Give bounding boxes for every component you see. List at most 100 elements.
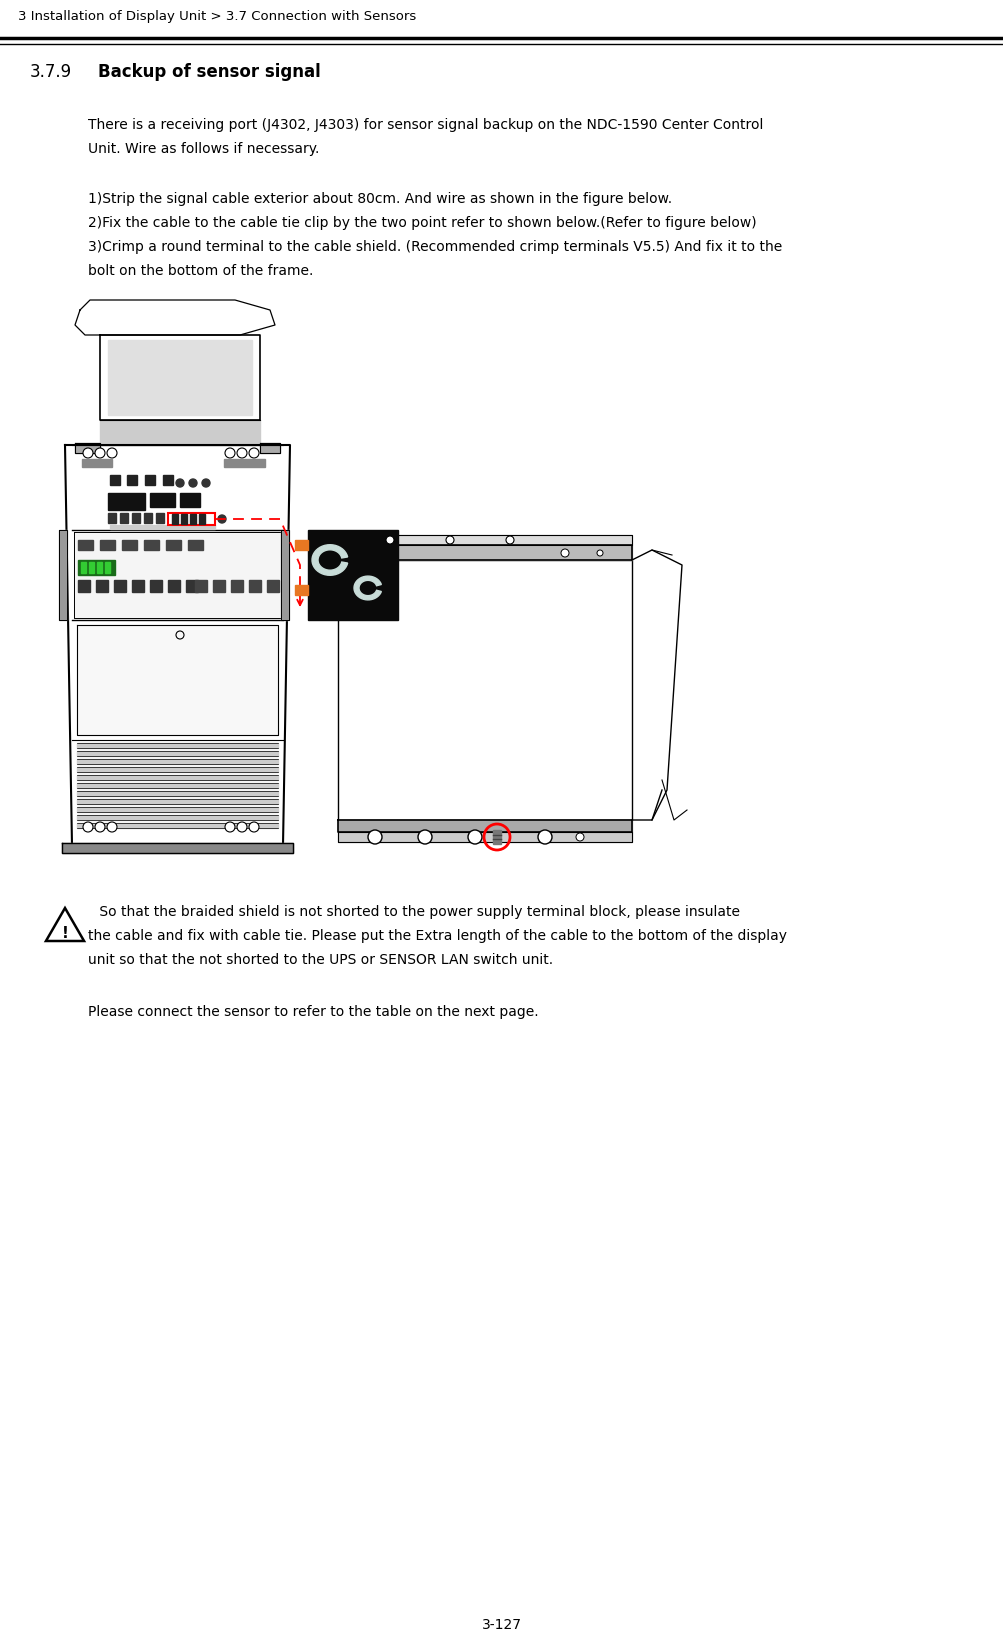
Polygon shape: [295, 541, 308, 550]
Polygon shape: [62, 844, 293, 853]
Circle shape: [95, 449, 105, 459]
Polygon shape: [108, 513, 116, 523]
Polygon shape: [77, 783, 278, 788]
Polygon shape: [162, 475, 173, 485]
Polygon shape: [338, 560, 631, 821]
Polygon shape: [77, 816, 278, 821]
Polygon shape: [143, 513, 151, 523]
Polygon shape: [110, 475, 120, 485]
Text: 3.7.9: 3.7.9: [30, 62, 72, 80]
Polygon shape: [231, 580, 243, 591]
Circle shape: [83, 449, 93, 459]
Circle shape: [576, 834, 584, 840]
Polygon shape: [65, 446, 290, 845]
Polygon shape: [75, 300, 275, 336]
Polygon shape: [81, 562, 86, 573]
Polygon shape: [108, 341, 252, 414]
Text: 2)Fix the cable to the cable tie clip by the two point refer to shown below.(Ref: 2)Fix the cable to the cable tie clip by…: [88, 216, 756, 229]
Circle shape: [368, 830, 381, 844]
Polygon shape: [249, 580, 261, 591]
Polygon shape: [144, 475, 154, 485]
Text: Backup of sensor signal: Backup of sensor signal: [98, 62, 320, 80]
Text: unit so that the not shorted to the UPS or SENSOR LAN switch unit.: unit so that the not shorted to the UPS …: [88, 953, 553, 966]
Circle shape: [249, 449, 259, 459]
Polygon shape: [338, 536, 631, 545]
Circle shape: [597, 550, 603, 555]
Circle shape: [95, 822, 105, 832]
Polygon shape: [143, 541, 158, 550]
Polygon shape: [312, 545, 347, 575]
Polygon shape: [338, 821, 631, 832]
Polygon shape: [110, 526, 215, 529]
Polygon shape: [77, 750, 278, 757]
Polygon shape: [149, 493, 175, 508]
Polygon shape: [131, 513, 139, 523]
Text: 1)Strip the signal cable exterior about 80cm. And wire as shown in the figure be: 1)Strip the signal cable exterior about …: [88, 192, 671, 206]
Bar: [168, 513, 215, 526]
Circle shape: [237, 449, 247, 459]
Polygon shape: [126, 475, 136, 485]
Circle shape: [467, 830, 481, 844]
Polygon shape: [190, 514, 196, 524]
Polygon shape: [281, 531, 289, 621]
Circle shape: [445, 536, 453, 544]
Polygon shape: [195, 580, 207, 591]
Text: 3 Installation of Display Unit > 3.7 Connection with Sensors: 3 Installation of Display Unit > 3.7 Con…: [18, 10, 416, 23]
Polygon shape: [199, 514, 205, 524]
Circle shape: [561, 549, 569, 557]
Circle shape: [385, 536, 393, 544]
Text: There is a receiving port (J4302, J4303) for sensor signal backup on the NDC-159: There is a receiving port (J4302, J4303)…: [88, 118, 762, 133]
Polygon shape: [180, 493, 200, 508]
Text: So that the braided shield is not shorted to the power supply terminal block, pl: So that the braided shield is not shorte…: [95, 906, 739, 919]
Polygon shape: [77, 775, 278, 780]
Circle shape: [218, 514, 226, 523]
Circle shape: [107, 449, 117, 459]
Circle shape: [417, 830, 431, 844]
Polygon shape: [77, 758, 278, 763]
Circle shape: [83, 822, 93, 832]
Text: bolt on the bottom of the frame.: bolt on the bottom of the frame.: [88, 264, 313, 278]
Circle shape: [107, 822, 117, 832]
Circle shape: [237, 822, 247, 832]
Polygon shape: [181, 514, 187, 524]
Polygon shape: [78, 580, 90, 591]
Polygon shape: [172, 514, 178, 524]
Polygon shape: [122, 541, 136, 550]
Polygon shape: [338, 545, 631, 560]
Circle shape: [225, 449, 235, 459]
Polygon shape: [105, 562, 110, 573]
Polygon shape: [308, 531, 397, 621]
Polygon shape: [295, 585, 308, 595]
Polygon shape: [89, 562, 94, 573]
Polygon shape: [114, 580, 125, 591]
Polygon shape: [77, 744, 278, 749]
Text: the cable and fix with cable tie. Please put the Extra length of the cable to th: the cable and fix with cable tie. Please…: [88, 929, 786, 943]
Text: Please connect the sensor to refer to the table on the next page.: Please connect the sensor to refer to th…: [88, 1006, 538, 1019]
Polygon shape: [224, 459, 265, 467]
Polygon shape: [186, 580, 198, 591]
Polygon shape: [213, 580, 225, 591]
Circle shape: [189, 478, 197, 486]
Polygon shape: [77, 808, 278, 812]
Polygon shape: [78, 560, 115, 575]
Polygon shape: [168, 580, 180, 591]
Polygon shape: [354, 577, 381, 600]
Polygon shape: [77, 799, 278, 804]
Polygon shape: [77, 767, 278, 771]
Polygon shape: [108, 493, 144, 509]
Text: !: !: [61, 927, 68, 942]
Polygon shape: [492, 830, 500, 844]
Text: Unit. Wire as follows if necessary.: Unit. Wire as follows if necessary.: [88, 143, 319, 156]
Polygon shape: [120, 513, 127, 523]
Polygon shape: [97, 562, 102, 573]
Polygon shape: [149, 580, 161, 591]
Polygon shape: [77, 822, 278, 827]
Polygon shape: [77, 626, 278, 735]
Polygon shape: [100, 419, 260, 446]
Polygon shape: [77, 791, 278, 796]
Text: 3-127: 3-127: [481, 1618, 522, 1631]
Polygon shape: [100, 541, 115, 550]
Polygon shape: [155, 513, 163, 523]
Polygon shape: [96, 580, 108, 591]
Circle shape: [225, 822, 235, 832]
